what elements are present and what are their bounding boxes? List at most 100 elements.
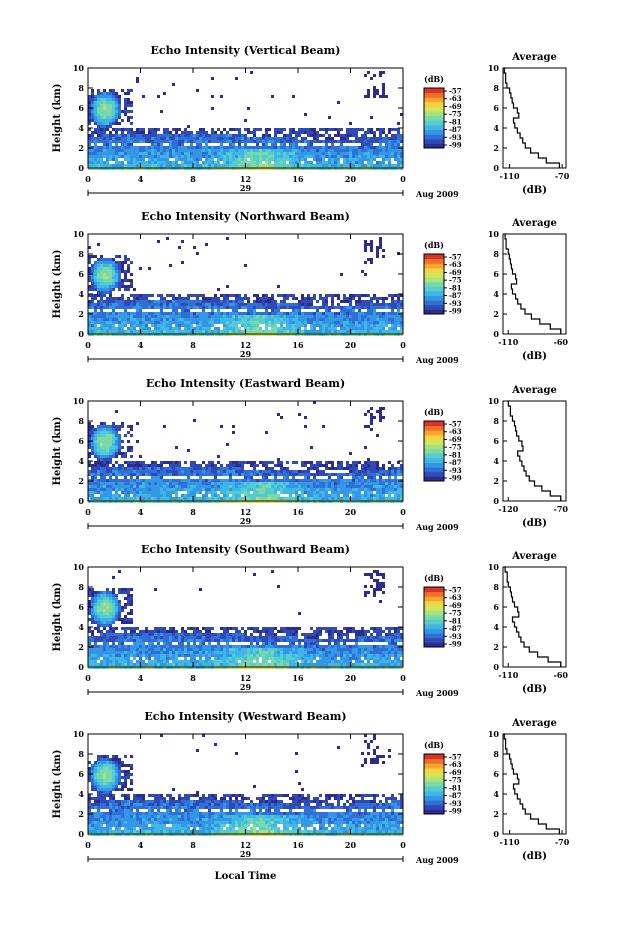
heatmap-cell (328, 467, 331, 470)
heatmap-cell (112, 276, 115, 279)
heatmap-cell (289, 321, 292, 324)
heatmap-cell (328, 161, 331, 164)
heatmap-cell (151, 152, 154, 155)
heatmap-cell (97, 491, 100, 494)
heatmap-cell (289, 324, 292, 327)
heatmap-cell (382, 297, 385, 300)
heatmap-cell (229, 143, 232, 146)
heatmap-cell (205, 306, 208, 309)
heatmap-cell (100, 491, 103, 494)
heatmap-cell (94, 131, 97, 134)
heatmap-cell (307, 494, 310, 497)
heatmap-cell (103, 315, 106, 318)
heatmap-cell (139, 146, 142, 149)
average-y-tick-label: 10 (488, 229, 500, 239)
heatmap-cell (196, 306, 199, 309)
heatmap-cell (169, 485, 172, 488)
heatmap-cell (220, 488, 223, 491)
heatmap-cell (124, 273, 127, 276)
heatmap-cell (256, 318, 259, 321)
heatmap-cell (277, 413, 280, 416)
heatmap-cell (373, 140, 376, 143)
heatmap-cell (115, 437, 118, 440)
heatmap-cell (265, 312, 268, 315)
heatmap-cell (193, 155, 196, 158)
heatmap-cell (127, 98, 130, 101)
heatmap-cell (208, 482, 211, 485)
heatmap-cell (190, 494, 193, 497)
heatmap-cell (130, 149, 133, 152)
y-axis-label: Height (km) (52, 583, 63, 652)
heatmap-cell (115, 270, 118, 273)
heatmap-cell (103, 594, 106, 597)
heatmap-cell (106, 443, 109, 446)
heatmap-cell (241, 321, 244, 324)
heatmap-cell (112, 306, 115, 309)
heatmap-cell (223, 146, 226, 149)
heatmap-cell (265, 140, 268, 143)
heatmap-cell (124, 312, 127, 315)
heatmap-cell (133, 461, 136, 464)
heatmap-cell (100, 273, 103, 276)
heatmap-cell (364, 321, 367, 324)
heatmap-cell (259, 497, 262, 500)
colorbar-segment (424, 101, 444, 107)
heatmap-cell (142, 327, 145, 330)
heatmap-cell (232, 155, 235, 158)
heatmap-cell (331, 464, 334, 467)
heatmap-cell (379, 497, 382, 500)
heatmap-cell (394, 300, 397, 303)
heatmap-cell (109, 627, 112, 630)
heatmap-cell (370, 461, 373, 464)
heatmap-cell (283, 312, 286, 315)
heatmap-cell (223, 485, 226, 488)
heatmap-cell (100, 663, 103, 666)
heatmap-cell (202, 318, 205, 321)
heatmap-cell (385, 324, 388, 327)
heatmap-cell (379, 318, 382, 321)
heatmap-cell (88, 113, 91, 116)
date-label: Aug 2009 (415, 522, 459, 532)
heatmap-cell (124, 137, 127, 140)
heatmap-cell (331, 297, 334, 300)
heatmap-cell (295, 330, 298, 333)
heatmap-cell (313, 485, 316, 488)
heatmap-cell (337, 464, 340, 467)
heatmap-cell (130, 116, 133, 119)
heatmap-cell (157, 143, 160, 146)
heatmap-cell (250, 461, 253, 464)
heatmap-cell (91, 636, 94, 639)
heatmap-cell (229, 482, 232, 485)
heatmap-cell (364, 134, 367, 137)
heatmap-cell (115, 461, 118, 464)
heatmap-cell (346, 494, 349, 497)
heatmap-cell (331, 149, 334, 152)
heatmap-cell (172, 464, 175, 467)
heatmap-cell (109, 479, 112, 482)
heatmap-cell (202, 461, 205, 464)
heatmap-cell (133, 473, 136, 476)
heatmap-cell (352, 312, 355, 315)
heatmap-cell (142, 318, 145, 321)
heatmap-cell (397, 494, 400, 497)
average-y-tick-label: 6 (493, 269, 499, 279)
heatmap-cell (100, 107, 103, 110)
heatmap-cell (211, 470, 214, 473)
heatmap-cell (97, 261, 100, 264)
heatmap-cell (172, 467, 175, 470)
heatmap-cell (244, 158, 247, 161)
heatmap-cell (241, 146, 244, 149)
heatmap-cell (235, 321, 238, 324)
heatmap-cell (382, 315, 385, 318)
heatmap-cell (334, 321, 337, 324)
heatmap-cell (187, 494, 190, 497)
heatmap-cell (178, 300, 181, 303)
heatmap-cell (286, 467, 289, 470)
heatmap-cell (97, 431, 100, 434)
heatmap-cell (400, 321, 403, 324)
heatmap-cell (115, 149, 118, 152)
heatmap-cell (187, 330, 190, 333)
heatmap-cell (214, 149, 217, 152)
heatmap-cell (139, 158, 142, 161)
heatmap-cell (175, 149, 178, 152)
